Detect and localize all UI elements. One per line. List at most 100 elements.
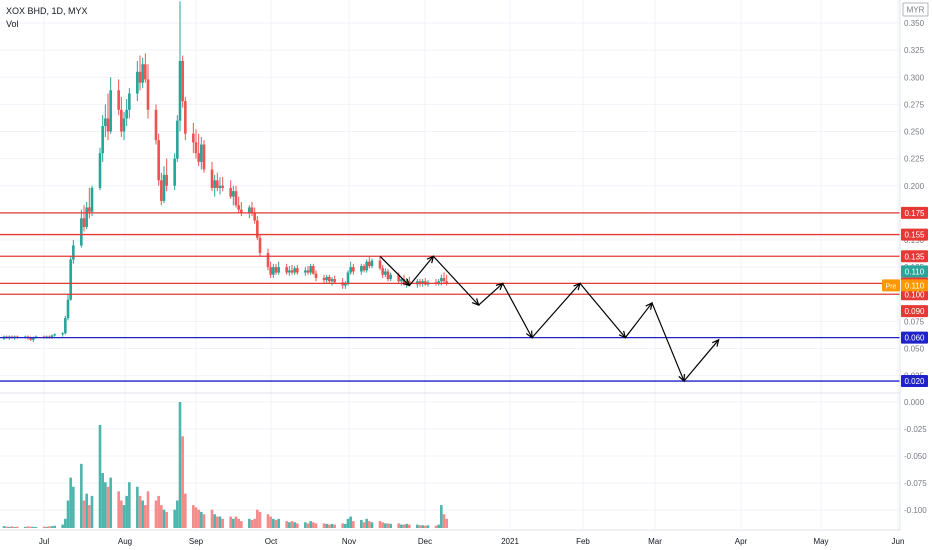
candle-body (128, 93, 131, 110)
x-tick-label: Aug (118, 537, 132, 546)
candle-body (69, 259, 72, 300)
projection-segment[interactable] (478, 282, 504, 306)
candle-body (197, 153, 200, 162)
volume-bar (389, 523, 392, 528)
level-price-text: 0.175 (904, 209, 925, 218)
volume-bar (8, 526, 11, 528)
projection-path[interactable] (379, 255, 720, 383)
candle-body (210, 169, 214, 188)
projection-segment[interactable] (502, 283, 533, 338)
candle-body (184, 101, 187, 134)
level-price-text: 0.100 (904, 290, 925, 299)
candle-body (333, 279, 336, 283)
level-price-text: 0.060 (904, 334, 925, 343)
volume-bar (50, 526, 54, 528)
horizontal-levels[interactable] (0, 212, 900, 382)
volume-bar (176, 500, 179, 528)
candle-body (141, 64, 144, 83)
candle-body (304, 270, 307, 273)
volume-bar (437, 524, 440, 528)
volume-bar (24, 526, 27, 528)
volume-bar (405, 523, 408, 528)
candle-body (85, 207, 88, 227)
volume-bar (445, 518, 448, 528)
candle-body (442, 277, 446, 282)
candle-body (192, 133, 195, 143)
volume-bar (269, 516, 272, 528)
volume-bar (426, 525, 430, 528)
volume-bar (34, 527, 38, 528)
pre-market-badge (882, 279, 900, 292)
x-tick-label: Dec (418, 537, 432, 546)
candle-body (117, 90, 120, 110)
candle-body (250, 207, 254, 213)
volume-tick-label: -0.100 (904, 506, 927, 515)
volume-bar (138, 495, 142, 528)
volume-bar (306, 523, 310, 528)
projection-segment[interactable] (531, 283, 581, 339)
candle-body (365, 261, 368, 271)
volume-bar (384, 523, 387, 528)
volume-bar (328, 524, 331, 528)
candle-body (90, 187, 94, 212)
volume-bars (2, 402, 448, 528)
candle-body (240, 209, 243, 213)
candle-body (384, 271, 387, 275)
volume-bar (141, 500, 144, 528)
candle-body (80, 218, 83, 246)
candle-body (352, 267, 355, 272)
volume-bar (5, 526, 8, 528)
volume-bar (202, 514, 206, 528)
volume-bar (330, 523, 334, 528)
volume-bar (88, 505, 91, 528)
volume-bar (400, 524, 403, 528)
candle-body (106, 118, 110, 132)
pre-market-tag-text: Pre (886, 283, 897, 290)
candle-body (157, 140, 160, 181)
volume-tick-label: -0.075 (904, 479, 927, 488)
currency-label: MYR (907, 6, 925, 15)
volume-bar (397, 523, 400, 528)
candle-body (312, 266, 315, 274)
candles (2, 1, 448, 342)
volume-bar (349, 516, 352, 528)
volume-bar (64, 518, 67, 528)
candle-body (98, 153, 102, 188)
candle-body (325, 276, 328, 281)
candle-body (330, 279, 334, 282)
last-price-text: 0.110 (905, 267, 925, 276)
projection-segment[interactable] (579, 283, 626, 339)
projection-segment[interactable] (432, 255, 480, 306)
price-tick-label: 0.250 (904, 128, 925, 137)
x-tick-label: Sep (189, 537, 204, 546)
volume-bar (200, 511, 203, 528)
candle-body (293, 268, 296, 273)
volume-tick-label: -0.050 (904, 452, 927, 461)
candle-body (381, 268, 384, 275)
volume-bar (322, 523, 326, 528)
projection-segment[interactable] (651, 302, 685, 382)
projection-segment[interactable] (624, 302, 653, 339)
candle-body (53, 334, 56, 336)
x-tick-label: Jul (39, 537, 49, 546)
volume-bar (154, 500, 158, 528)
volume-bar (333, 524, 336, 528)
volume-bar (314, 523, 318, 528)
candle-body (229, 187, 232, 197)
volume-bar (181, 436, 184, 528)
projection-segment[interactable] (408, 255, 434, 286)
time-axis[interactable]: Jul Aug Sep Oct Nov Dec 2021 Feb Mar Apr May Jun (0, 529, 904, 546)
projection-segment[interactable] (683, 339, 720, 382)
candle-body (397, 274, 400, 282)
volume-bar (45, 526, 48, 528)
volume-bar (266, 514, 270, 528)
candle-body (232, 191, 235, 197)
volume-bar (165, 511, 168, 528)
volume-bar (250, 519, 254, 528)
candle-body (61, 333, 64, 335)
volume-bar (408, 524, 411, 528)
projection-segment[interactable] (379, 255, 410, 286)
volume-bar (125, 495, 128, 528)
volume-bar (296, 523, 299, 528)
